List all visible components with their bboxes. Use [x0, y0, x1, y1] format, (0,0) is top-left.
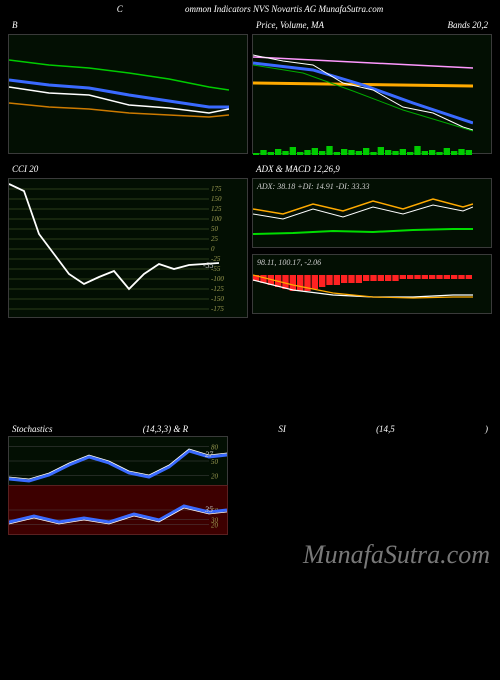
stoch-label: Stochastics [12, 424, 53, 434]
stoch-r3: ) [485, 424, 488, 434]
spacer [0, 318, 500, 418]
page-header: C ommon Indicators NVS Novartis AG Munaf… [0, 0, 500, 18]
svg-text:0: 0 [211, 245, 215, 253]
svg-text:-55: -55 [203, 261, 214, 270]
svg-text:175: 175 [211, 185, 222, 193]
chart1-title: B [8, 18, 248, 34]
svg-text:-100: -100 [211, 275, 224, 283]
chart4-title: ADX & MACD 12,26,9 [252, 162, 492, 178]
stoch-r2: (14,5 [376, 424, 395, 434]
chart1-bollinger [8, 34, 248, 154]
header-center: ommon Indicators NVS Novartis AG MunafaS… [185, 4, 383, 14]
svg-text:-175: -175 [211, 305, 224, 313]
svg-text:25: 25 [211, 235, 219, 243]
svg-text:125: 125 [211, 205, 222, 213]
svg-text:ADX: 38.18 +DI: 14.91 -DI: 33: ADX: 38.18 +DI: 14.91 -DI: 33.33 [256, 182, 370, 191]
svg-text:-125: -125 [211, 285, 224, 293]
svg-text:98.11, 100.17, -2.06: 98.11, 100.17, -2.06 [257, 258, 321, 267]
svg-text:150: 150 [211, 195, 222, 203]
stoch-top: 80502027 [8, 436, 228, 486]
stoch-charts: 80502027 50302035 [8, 436, 492, 535]
svg-text:27: 27 [205, 450, 214, 459]
chart3-title: CCI 20 [8, 162, 248, 178]
stoch-title-row: Stochastics (14,3,3) & R SI (14,5 ) [8, 424, 492, 436]
chart4b-macd: 98.11, 100.17, -2.06 [252, 254, 492, 314]
svg-text:100: 100 [211, 215, 222, 223]
watermark: MunafaSutra.com [303, 540, 490, 570]
stoch-bottom: 50302035 [8, 485, 228, 535]
chart2-price [252, 34, 492, 154]
svg-text:20: 20 [211, 472, 219, 480]
svg-text:35: 35 [204, 505, 213, 514]
svg-text:50: 50 [211, 458, 219, 466]
svg-text:50: 50 [211, 225, 219, 233]
svg-text:-150: -150 [211, 295, 224, 303]
chart3-cci: 17515012510050250-25-55-100-125-150-175-… [8, 178, 248, 318]
chart1-title-right: Bands 20,2 [328, 18, 492, 34]
chart4a-adx: ADX: 38.18 +DI: 14.91 -DI: 33.33 [252, 178, 492, 248]
svg-text:20: 20 [211, 521, 219, 529]
stoch-params: (14,3,3) & R [143, 424, 189, 434]
stoch-si: SI [278, 424, 286, 434]
header-left: C [117, 4, 123, 14]
chart2-title: Price, Volume, MA [252, 18, 328, 34]
